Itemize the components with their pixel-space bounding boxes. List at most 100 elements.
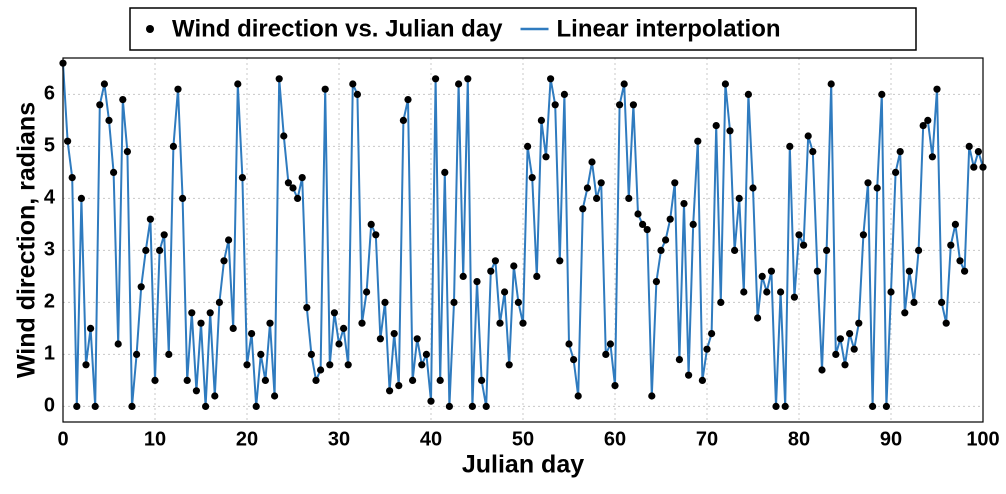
data-point xyxy=(956,257,964,265)
data-point xyxy=(795,231,803,239)
data-point xyxy=(804,132,812,140)
data-point xyxy=(855,319,863,327)
data-point xyxy=(754,314,762,322)
data-point xyxy=(372,231,380,239)
data-point xyxy=(468,402,476,410)
data-point xyxy=(965,142,973,150)
data-point xyxy=(629,101,638,109)
data-point xyxy=(514,298,523,306)
data-point xyxy=(519,319,527,327)
data-point xyxy=(588,158,596,166)
data-point xyxy=(229,324,237,332)
x-tick-label: 100 xyxy=(966,428,999,450)
data-point xyxy=(344,361,352,369)
data-point xyxy=(708,330,716,338)
data-point xyxy=(878,90,886,98)
y-axis-label: Wind direction, radians xyxy=(13,102,41,378)
data-point xyxy=(735,194,743,202)
data-point xyxy=(280,132,288,140)
data-point xyxy=(657,246,665,254)
data-point xyxy=(579,205,587,213)
data-point xyxy=(767,267,776,275)
data-point xyxy=(574,392,582,400)
data-point xyxy=(749,184,757,192)
data-point xyxy=(197,319,205,327)
data-point xyxy=(234,80,242,88)
data-point xyxy=(547,75,555,83)
data-point xyxy=(238,174,246,182)
data-point xyxy=(731,246,739,254)
data-point xyxy=(639,220,647,228)
data-point xyxy=(836,335,845,343)
data-point xyxy=(64,137,72,145)
data-point xyxy=(777,288,785,296)
data-point xyxy=(533,272,541,280)
data-point xyxy=(698,376,707,384)
data-point xyxy=(961,267,969,275)
x-tick-label: 80 xyxy=(788,428,810,450)
data-point xyxy=(832,350,840,358)
data-point xyxy=(119,96,127,104)
data-point xyxy=(487,267,495,275)
data-point xyxy=(192,387,200,395)
data-point xyxy=(142,246,150,254)
x-tick-label: 10 xyxy=(144,428,166,450)
data-point xyxy=(110,168,118,176)
data-point xyxy=(473,278,481,286)
data-point xyxy=(915,246,923,254)
data-point xyxy=(675,356,684,364)
data-point xyxy=(215,298,223,306)
legend-label: Linear interpolation xyxy=(557,15,781,42)
data-point xyxy=(169,142,177,150)
data-point xyxy=(786,142,794,150)
data-point xyxy=(970,163,978,171)
data-point xyxy=(505,361,513,369)
y-tick-label: 1 xyxy=(44,343,55,365)
data-point xyxy=(441,168,449,176)
data-point xyxy=(381,298,389,306)
data-point xyxy=(510,262,518,270)
data-point xyxy=(496,319,504,327)
data-point xyxy=(938,298,946,306)
data-point xyxy=(376,335,384,343)
data-point xyxy=(73,402,81,410)
data-point xyxy=(781,402,789,410)
data-point xyxy=(418,361,426,369)
data-point xyxy=(919,122,927,130)
data-point xyxy=(478,376,486,384)
data-point xyxy=(353,90,361,98)
data-point xyxy=(947,241,955,249)
data-point xyxy=(524,142,532,150)
data-point xyxy=(570,356,578,364)
data-point xyxy=(68,174,76,182)
data-point xyxy=(744,90,753,98)
data-point xyxy=(643,226,651,234)
data-point xyxy=(220,257,228,265)
data-point xyxy=(717,298,725,306)
data-point xyxy=(307,350,315,358)
data-point xyxy=(289,184,297,192)
data-point xyxy=(620,80,628,88)
data-point xyxy=(813,267,822,275)
data-point xyxy=(648,392,656,400)
data-point xyxy=(694,137,702,145)
data-point xyxy=(593,194,601,202)
data-point xyxy=(666,215,674,223)
data-point xyxy=(652,278,661,286)
data-point xyxy=(128,402,136,410)
data-point xyxy=(404,96,412,104)
data-point xyxy=(597,179,605,187)
data-point xyxy=(721,80,730,88)
data-point xyxy=(974,148,983,156)
data-point xyxy=(501,288,509,296)
data-point xyxy=(887,288,895,296)
data-point xyxy=(823,246,831,254)
data-point xyxy=(160,231,168,239)
data-point xyxy=(450,298,458,306)
data-point xyxy=(330,309,338,317)
data-point xyxy=(179,194,187,202)
data-point xyxy=(616,101,624,109)
data-point xyxy=(528,174,536,182)
data-point xyxy=(928,153,937,161)
data-point xyxy=(565,340,573,348)
